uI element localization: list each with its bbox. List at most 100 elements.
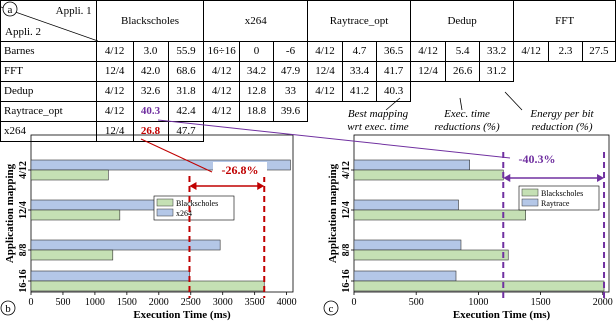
legend-swatch [521,188,539,197]
table-cell: 31.2 [479,61,515,82]
table-cell: 2.3 [548,41,583,62]
legend-swatch [156,198,174,207]
y-tick-label: 8/8 [18,244,29,257]
x-tick-label: 3500 [245,297,265,308]
annotation-label-bg [213,162,267,177]
connector-line [140,138,213,173]
annotation-arrowhead [597,174,605,182]
note-exec-time: Exec. time reductions (%) [434,108,500,133]
bar-raytrace [353,199,459,211]
table-cell: 27.5 [581,41,616,62]
table-cell: 42.4 [167,101,205,122]
col-header-fft: FFT [513,0,616,42]
note-best-mapping: Best mapping wrt exec. time [347,108,409,133]
bar-raytrace [353,159,470,171]
table-cell: 41.2 [342,81,378,102]
annotation-arrowhead [503,174,511,182]
table-cell: 18.8 [238,101,275,122]
bar-blackscholes [30,249,114,261]
table-cell: 12/4 [95,121,134,142]
y-tick-label: 4/12 [341,161,352,179]
y-tick-label: 12/4 [18,201,29,219]
bar-blackscholes [353,209,526,221]
table-cell: 12/4 [410,61,447,82]
y-tick-label: 8/8 [341,244,352,257]
bar-blackscholes [353,169,504,181]
table-cell-highlight-red: 26.8 [132,121,169,142]
x-tick-label: 4000 [277,297,297,308]
mapping-table: a Appli. 1 Appli. 2 Blackscholes x264 Ra… [0,0,616,142]
y-tick-label: 4/12 [18,161,29,179]
x-tick-label: 2500 [181,297,201,308]
legend-label: x264 [176,209,192,218]
y-tick-label: 12/4 [341,201,352,219]
y-axis-label: Application mapping [4,163,16,263]
table-cell: 5.4 [445,41,481,62]
table-row: Barnes 4/12 3.0 55.9 16÷16 0 -6 4/12 4.7… [0,41,616,62]
note-leader-line [385,97,401,111]
bar-blackscholes [30,209,121,221]
x-tick-label: 500 [55,297,70,308]
panel-label-a: a [8,4,13,16]
bar-blackscholes [353,249,509,261]
table-cell: 40.3 [376,81,412,102]
table-row: Raytrace_opt 4/12 40.3 42.4 4/12 18.8 39… [0,101,616,122]
legend-label: Blackscholes [541,189,583,198]
legend-swatch [156,208,174,217]
appli1-label: Appli. 1 [55,5,92,17]
col-header-x264: x264 [203,0,309,42]
annotation-arrowhead [257,182,265,190]
row-header: x264 [0,121,97,142]
note-leader-line [459,97,463,111]
table-cell: 47.9 [272,61,309,82]
table-cell: 55.9 [167,41,205,62]
table-cell: 32.6 [132,81,169,102]
table-cell: 41.7 [376,61,412,82]
legend-label: Blackscholes [176,199,218,208]
x-tick-label: 1500 [531,297,551,308]
table-cell: 4/12 [203,61,240,82]
note-energy: Energy per bit reduction (%) [530,108,594,133]
annotation-label: -26.8% [222,163,259,177]
bar-raytrace [353,270,457,282]
bar-x264 [30,239,221,251]
panel-label-circle [323,300,339,316]
table-cell: 47.7 [167,121,205,142]
table-cell: 4/12 [203,81,240,102]
note-leader-line [504,91,523,111]
table-cell: 4/12 [307,81,344,102]
y-axis-label: Application mapping [327,163,339,263]
x-tick-label: 1500 [117,297,137,308]
x-tick-label: 2000 [593,297,613,308]
annotation-arrowhead [189,182,197,190]
table-header-row: a Appli. 1 Appli. 2 Blackscholes x264 Ra… [0,0,616,42]
diagonal-line: a [1,1,98,41]
x-tick-label: 500 [409,297,424,308]
table-cell: 33.4 [342,61,378,82]
table-cell: 4/12 [203,101,240,122]
bar-blackscholes [30,280,265,292]
x-axis-label: Execution Time (ms) [453,309,551,321]
x-tick-label: 1000 [85,297,105,308]
panel-label: b [5,303,11,315]
y-tick-label: 16-16 [18,269,29,292]
x-tick-label: 0 [29,297,34,308]
table-row: x264 12/4 26.8 47.7 [0,121,616,142]
bar-raytrace [353,239,462,251]
legend-label: Raytrace [541,199,570,208]
bar-blackscholes [30,169,109,181]
col-header-dedup: Dedup [410,0,515,42]
bar-x264 [30,270,190,282]
x-tick-label: 1000 [468,297,488,308]
x-tick-label: 2000 [149,297,169,308]
x-tick-label: 0 [352,297,357,308]
legend-swatch [521,198,539,207]
table-cell: 4/12 [513,41,550,62]
x-axis-label: Execution Time (ms) [133,309,231,321]
bar-blackscholes [353,280,605,292]
table-cell: 42.0 [132,61,169,82]
